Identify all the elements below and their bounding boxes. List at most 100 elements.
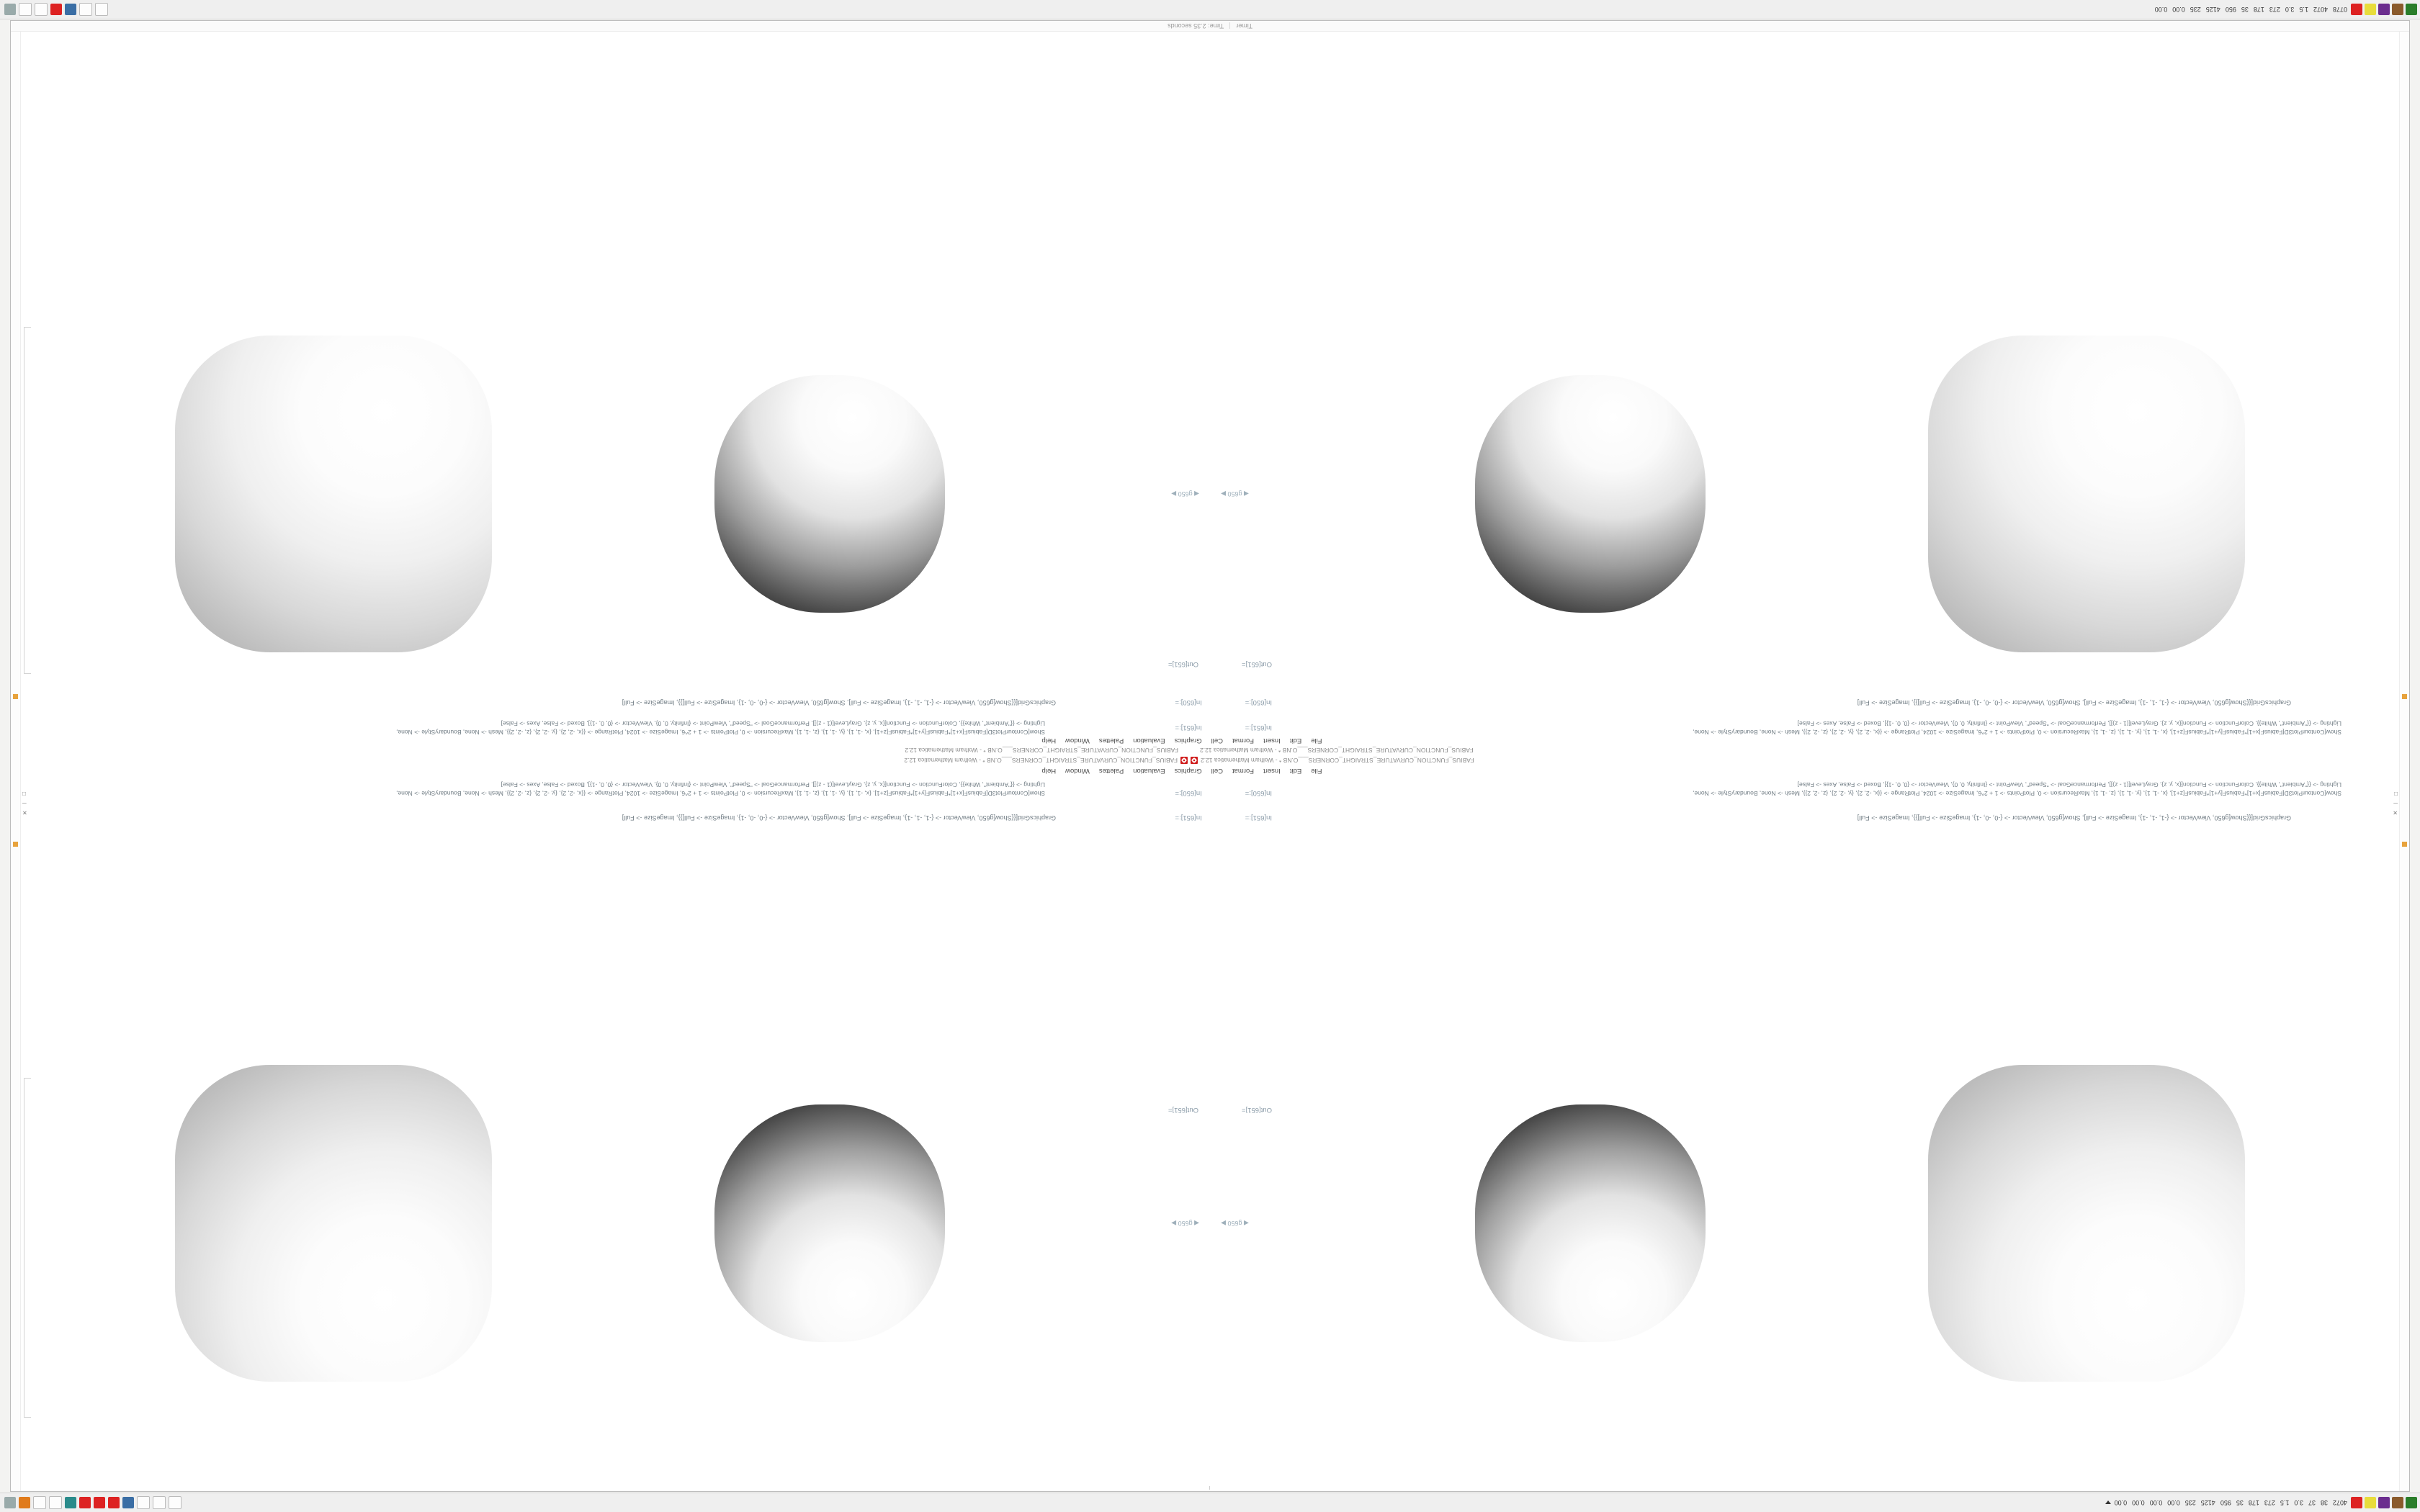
menu-cell[interactable]: Cell xyxy=(1211,767,1223,775)
menu-file[interactable]: File xyxy=(1311,767,1322,775)
menu-lower-format[interactable]: Format xyxy=(1232,737,1255,744)
bottom-launcher-5-icon[interactable] xyxy=(2351,4,2362,15)
notebook-title-3: FABIUS_FUNCTION_CURVATURE_STRAIGHT_CORNE… xyxy=(1200,747,1474,755)
maximize-icon-right[interactable]: □ xyxy=(22,791,26,797)
minimize-icon-right[interactable]: ─ xyxy=(22,800,27,806)
menu-lower-help[interactable]: Help xyxy=(1041,737,1057,744)
window-button-3[interactable] xyxy=(137,1496,150,1509)
notebook-tabstrip-2[interactable]: FABIUS_FUNCTION_CURVATURE_STRAIGHT_CORNE… xyxy=(656,746,1722,755)
window-button-11[interactable] xyxy=(19,1497,30,1508)
in-651-code-right[interactable]: GraphicsGrid[{{Show[g650, ViewVector -> … xyxy=(622,814,1056,822)
menu-graphics[interactable]: Graphics xyxy=(1174,767,1202,775)
launcher-mathematica-icon[interactable] xyxy=(2351,1497,2362,1508)
in-650-code-line2-left[interactable]: Lighting -> {{"Ambient", White}}, ColorF… xyxy=(1797,781,2341,788)
menu-lower-evaluation[interactable]: Evaluation xyxy=(1133,737,1165,744)
launcher-media-icon[interactable] xyxy=(2406,1497,2417,1508)
notebook-canvas-upper[interactable]: ◀ g650 ▶ ◀ g650 ▶ Out[651]= Out[651]= xyxy=(21,802,2399,1490)
menu-edit[interactable]: Edit xyxy=(1289,767,1302,775)
menu-palettes[interactable]: Palettes xyxy=(1098,767,1124,775)
isosurface-panel-5[interactable] xyxy=(1927,336,2245,652)
menu-lower-file[interactable]: File xyxy=(1311,737,1322,744)
window-button-4[interactable] xyxy=(122,1497,134,1508)
menu-lower-edit[interactable]: Edit xyxy=(1289,737,1302,744)
close-icon-left[interactable]: ✕ xyxy=(2393,809,2398,816)
mathematica-gear-icon-1[interactable] xyxy=(1191,757,1198,765)
tray-expand-icon[interactable] xyxy=(2105,1500,2111,1505)
isosurface-panel-3[interactable] xyxy=(714,1104,945,1342)
in-650-code-line2-left-2[interactable]: Lighting -> {{"Ambient", White}}, ColorF… xyxy=(1797,720,2341,727)
bottom-window-button-7[interactable] xyxy=(4,4,16,15)
window-controls-left[interactable]: ✕ ─ □ xyxy=(2393,791,2398,816)
menubar-lower[interactable]: File Edit Insert Format Cell Graphics Ev… xyxy=(923,736,1448,745)
isosurface-panel-7[interactable] xyxy=(714,375,945,613)
launcher-files-icon[interactable] xyxy=(2392,1497,2403,1508)
window-button-1[interactable] xyxy=(169,1496,182,1509)
menu-insert[interactable]: Insert xyxy=(1263,767,1281,775)
menu-window[interactable]: Window xyxy=(1065,767,1090,775)
menu-lower-palettes[interactable]: Palettes xyxy=(1098,737,1124,744)
bottom-launcher-4-icon[interactable] xyxy=(2365,4,2376,15)
menubar-upper[interactable]: File Edit Insert Format Cell Graphics Ev… xyxy=(923,766,1448,775)
cell-bracket-output-upper[interactable] xyxy=(24,1078,31,1418)
in-651-code-left[interactable]: GraphicsGrid[{{Show[g650, ViewVector -> … xyxy=(1857,814,2291,822)
isosurface-panel-8[interactable] xyxy=(175,336,493,652)
bottom-launcher-1-icon[interactable] xyxy=(2406,4,2417,15)
maximize-icon-left[interactable]: □ xyxy=(2394,791,2398,797)
close-icon-right[interactable]: ✕ xyxy=(22,809,27,816)
window-button-2[interactable] xyxy=(153,1496,166,1509)
menu-format[interactable]: Format xyxy=(1232,767,1255,775)
in-650-code-line2-right[interactable]: Lighting -> {{"Ambient", White}}, ColorF… xyxy=(501,781,1045,788)
bottom-launcher-3-icon[interactable] xyxy=(2378,4,2390,15)
in-651-code-right-2[interactable]: GraphicsGrid[{{Show[g650, ViewVector -> … xyxy=(622,699,1056,706)
window-button-5[interactable] xyxy=(108,1497,120,1508)
isosurface-panel-2[interactable] xyxy=(1475,1104,1706,1342)
menu-lower-insert[interactable]: Insert xyxy=(1263,737,1281,744)
taskbar-top[interactable]: 4072 38 37 3.0 1.5 273 178 35 950 4125 2… xyxy=(0,1493,2420,1512)
launcher-terminal-icon[interactable] xyxy=(2378,1497,2390,1508)
mathematica-gear-icon-2[interactable] xyxy=(1180,757,1188,765)
taskbar-bottom-buttons[interactable] xyxy=(0,3,108,16)
window-button-9[interactable] xyxy=(49,1496,62,1509)
menu-evaluation[interactable]: Evaluation xyxy=(1133,767,1165,775)
isosurface-panel-1[interactable] xyxy=(1927,1065,2245,1382)
bottom-window-button-1[interactable] xyxy=(95,3,108,16)
graphics-grid-upper[interactable]: ◀ g650 ▶ ◀ g650 ▶ xyxy=(64,1065,2356,1382)
taskbar-window-buttons[interactable] xyxy=(0,1496,182,1509)
cell-bracket-output-lower[interactable] xyxy=(24,327,31,674)
graphics-grid-lower[interactable]: ◀ g650 ▶ ◀ g650 ▶ xyxy=(64,336,2356,652)
window-button-12[interactable] xyxy=(4,1497,16,1508)
menu-lower-cell[interactable]: Cell xyxy=(1211,737,1223,744)
in-650-code-line1-right-2[interactable]: Show[ContourPlot3D[FabiusF[x+1]*FabiusF[… xyxy=(396,729,1045,736)
bottom-launcher-2-icon[interactable] xyxy=(2392,4,2403,15)
isosurface-panel-6[interactable] xyxy=(1475,375,1706,613)
bottom-window-button-2[interactable] xyxy=(79,3,92,16)
in-650-code-line1-left[interactable]: Show[ContourPlot3D[FabiusF[x+1]*FabiusF[… xyxy=(1693,790,2341,797)
notebook-code-band[interactable]: In[651]:= In[651]:= GraphicsGrid[{{Show[… xyxy=(21,692,2399,843)
bottom-window-button-3[interactable] xyxy=(65,4,76,15)
menu-lower-window[interactable]: Window xyxy=(1065,737,1090,744)
isosurface-panel-4[interactable] xyxy=(175,1065,493,1382)
bottom-window-button-4[interactable] xyxy=(50,4,62,15)
taskbar-bottom[interactable]: 0778 4072 1.5 3.0 273 178 35 950 4125 23… xyxy=(0,0,2420,19)
window-button-7[interactable] xyxy=(79,1497,91,1508)
menu-help[interactable]: Help xyxy=(1041,767,1057,775)
menu-lower-graphics[interactable]: Graphics xyxy=(1174,737,1202,744)
bottom-window-button-5[interactable] xyxy=(35,3,48,16)
minimize-icon-left[interactable]: ─ xyxy=(2393,800,2398,806)
window-left-gutter xyxy=(2399,21,2409,1491)
in-650-code-line2-right-2[interactable]: Lighting -> {{"Ambient", White}}, ColorF… xyxy=(501,720,1045,727)
bottom-window-button-6[interactable] xyxy=(19,3,32,16)
taskbar-launchers[interactable]: 4072 38 37 3.0 1.5 273 178 35 950 4125 2… xyxy=(2105,1497,2420,1508)
notebook-tabstrip-1[interactable]: FABIUS_FUNCTION_CURVATURE_STRAIGHT_CORNE… xyxy=(656,756,1722,765)
in-650-code-line1-right[interactable]: Show[ContourPlot3D[FabiusF[x+1]*FabiusF[… xyxy=(396,790,1045,797)
window-controls-right[interactable]: ✕ ─ □ xyxy=(22,791,27,816)
window-button-6[interactable] xyxy=(94,1497,105,1508)
taskbar-bottom-launchers[interactable]: 0778 4072 1.5 3.0 273 178 35 950 4125 23… xyxy=(2154,4,2420,15)
notebook-canvas-lower[interactable]: Out[651]= Out[651]= ◀ g650 ▶ ◀ g650 ▶ xyxy=(21,22,2399,688)
graphic-label-left-lower: ◀ g650 ▶ xyxy=(1221,490,1249,498)
in-650-code-line1-left-2[interactable]: Show[ContourPlot3D[FabiusF[x+1]*FabiusF[… xyxy=(1693,729,2341,736)
window-button-8[interactable] xyxy=(65,1497,76,1508)
window-button-10[interactable] xyxy=(33,1496,46,1509)
launcher-editor-icon[interactable] xyxy=(2365,1497,2376,1508)
in-651-code-left-2[interactable]: GraphicsGrid[{{Show[g650, ViewVector -> … xyxy=(1857,699,2291,706)
